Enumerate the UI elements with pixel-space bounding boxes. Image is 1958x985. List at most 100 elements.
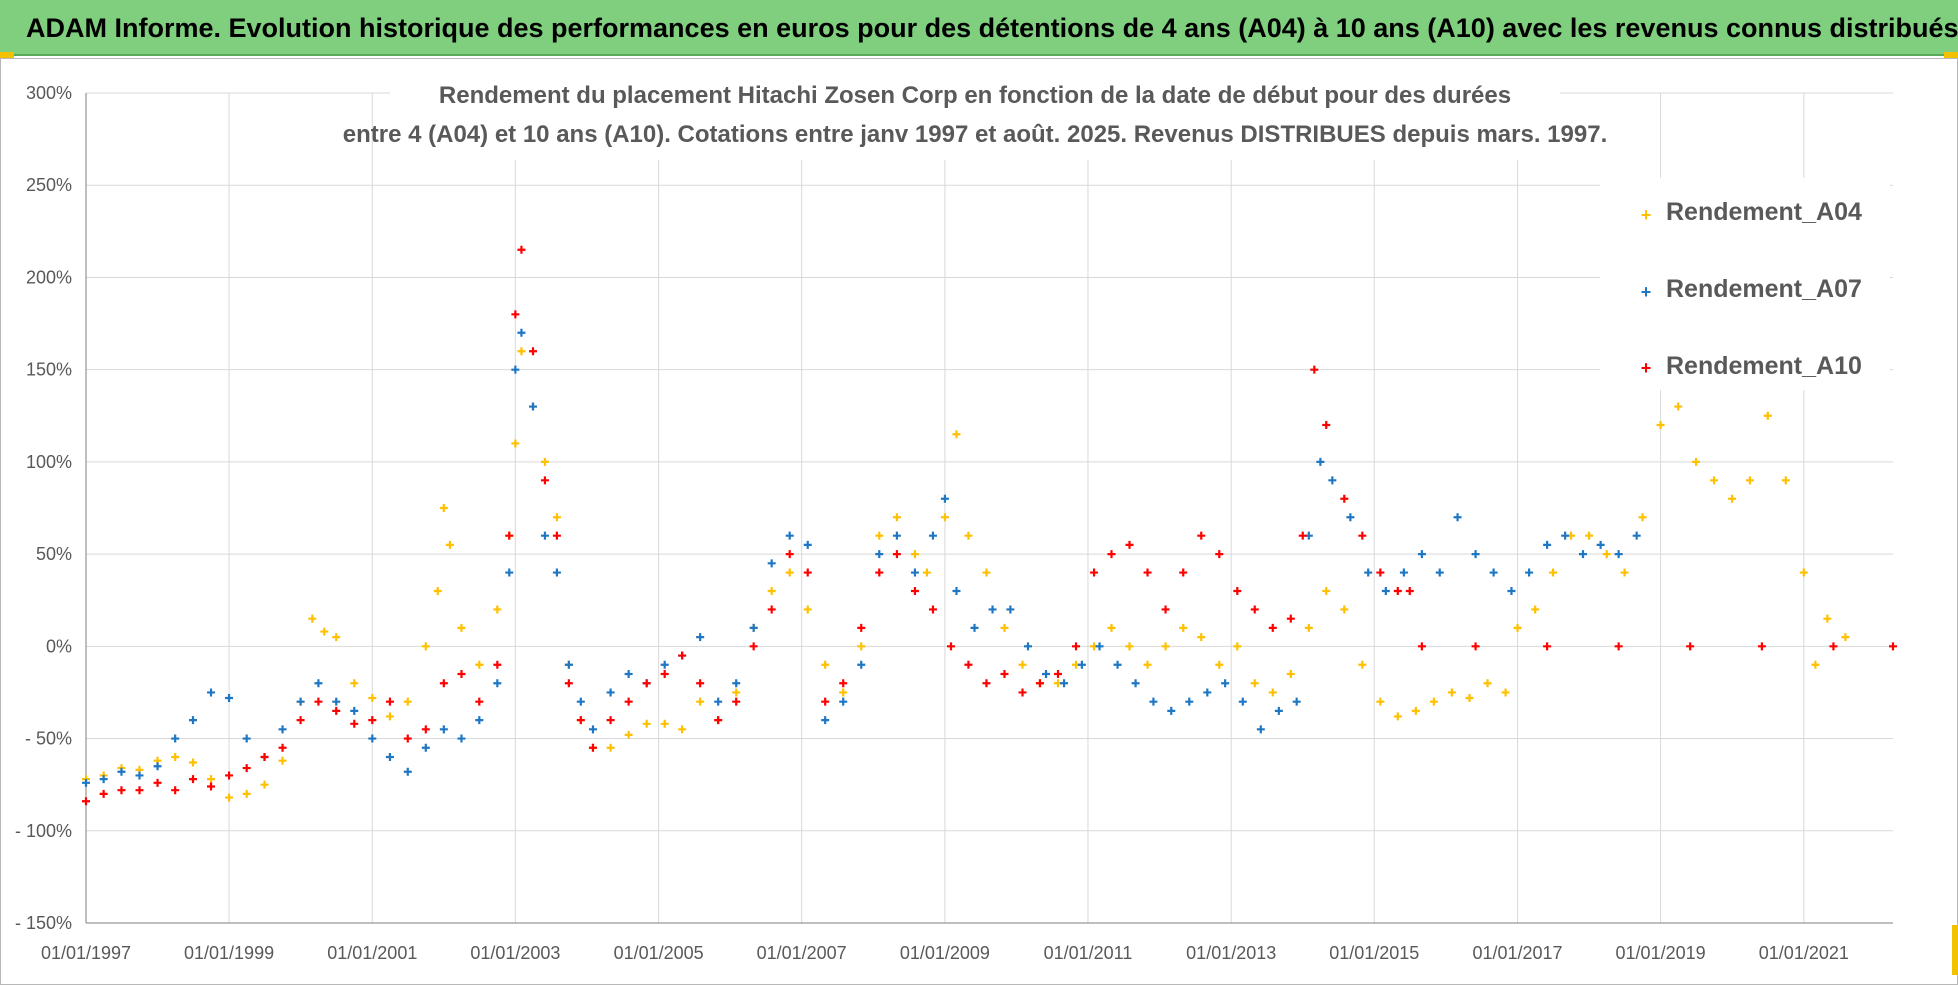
data-point xyxy=(368,734,377,743)
x-tick-label: 01/01/2011 xyxy=(1044,943,1133,963)
data-point xyxy=(260,780,269,789)
data-point xyxy=(1292,697,1301,706)
data-point xyxy=(439,504,448,512)
data-point xyxy=(1179,568,1188,577)
data-point xyxy=(1113,660,1122,669)
data-point xyxy=(475,716,484,725)
data-point xyxy=(552,513,561,522)
data-point xyxy=(540,531,549,540)
data-point xyxy=(439,679,448,688)
x-tick-label: 01/01/2017 xyxy=(1472,943,1562,963)
data-point xyxy=(749,623,758,632)
data-point xyxy=(660,660,669,669)
x-tick-label: 01/01/2021 xyxy=(1759,943,1849,963)
data-point xyxy=(767,587,776,595)
data-point xyxy=(1686,642,1695,651)
x-tick-label: 01/01/2013 xyxy=(1186,943,1276,963)
legend-backdrop xyxy=(1600,178,1890,390)
data-point xyxy=(1578,550,1587,559)
data-point xyxy=(260,753,269,761)
data-point xyxy=(552,531,561,540)
data-point xyxy=(385,712,394,721)
data-point xyxy=(624,670,633,678)
data-point xyxy=(1161,642,1170,651)
data-point xyxy=(940,494,949,503)
data-point xyxy=(875,550,884,559)
data-point xyxy=(892,550,901,559)
data-point xyxy=(171,734,180,743)
data-point xyxy=(803,568,812,577)
data-point xyxy=(457,734,466,743)
data-point xyxy=(1561,531,1570,540)
data-point xyxy=(1632,531,1641,540)
data-point xyxy=(421,642,430,651)
data-point xyxy=(1125,540,1134,549)
data-point xyxy=(839,697,848,706)
data-point xyxy=(439,725,448,734)
data-point xyxy=(785,531,794,540)
data-point xyxy=(606,716,615,725)
data-point xyxy=(368,716,377,725)
data-point xyxy=(332,706,341,715)
data-point xyxy=(493,660,502,669)
x-tick-label: 01/01/2007 xyxy=(757,943,847,963)
data-point xyxy=(421,743,430,752)
data-point xyxy=(732,688,741,697)
data-point xyxy=(82,797,90,806)
legend-marker-a10: + xyxy=(1641,358,1652,378)
data-point xyxy=(350,719,359,728)
data-point xyxy=(1841,633,1850,642)
data-point xyxy=(624,697,633,706)
data-point xyxy=(1376,568,1385,577)
data-point xyxy=(1531,605,1540,614)
data-point xyxy=(1215,660,1224,669)
data-point xyxy=(511,439,520,448)
data-point xyxy=(1728,494,1737,503)
data-point xyxy=(785,568,794,577)
data-point xyxy=(528,402,537,411)
data-point xyxy=(1417,550,1426,559)
data-point xyxy=(988,605,997,614)
y-tick-label: 200% xyxy=(26,267,72,287)
data-point xyxy=(1429,697,1438,706)
data-point xyxy=(1107,623,1116,632)
x-tick-label: 01/01/2001 xyxy=(327,943,417,963)
data-point xyxy=(678,651,687,660)
corner-marker-bottom-right xyxy=(1952,925,1958,975)
data-point xyxy=(1692,457,1701,466)
data-point xyxy=(1340,494,1349,503)
data-point xyxy=(505,531,514,540)
data-point xyxy=(910,587,919,595)
data-point xyxy=(839,688,848,697)
data-point xyxy=(1489,568,1498,577)
data-point xyxy=(1447,688,1456,697)
series-rendement-a10 xyxy=(82,245,1897,806)
x-tick-label: 01/01/2003 xyxy=(470,943,560,963)
data-point xyxy=(1376,697,1385,706)
data-point xyxy=(767,605,776,614)
data-point xyxy=(1614,550,1623,559)
data-point xyxy=(403,734,412,743)
data-point xyxy=(1471,642,1480,651)
data-point xyxy=(964,660,973,669)
data-point xyxy=(678,725,687,734)
data-point xyxy=(1358,660,1367,669)
data-point xyxy=(1107,550,1116,559)
data-point xyxy=(1053,670,1062,678)
series-rendement-a07 xyxy=(82,328,1641,787)
data-point xyxy=(99,775,108,784)
data-point xyxy=(1453,513,1462,522)
data-point xyxy=(1233,587,1242,595)
data-point xyxy=(1143,568,1152,577)
data-point xyxy=(1811,660,1820,669)
data-point xyxy=(505,568,514,577)
corner-marker-left xyxy=(0,52,14,58)
data-point xyxy=(242,764,251,773)
data-point xyxy=(940,513,949,522)
data-point xyxy=(517,328,526,337)
data-point xyxy=(1221,679,1230,688)
data-point xyxy=(1197,633,1206,642)
y-tick-label: 100% xyxy=(26,452,72,472)
data-point xyxy=(493,679,502,688)
data-point xyxy=(1823,614,1832,623)
